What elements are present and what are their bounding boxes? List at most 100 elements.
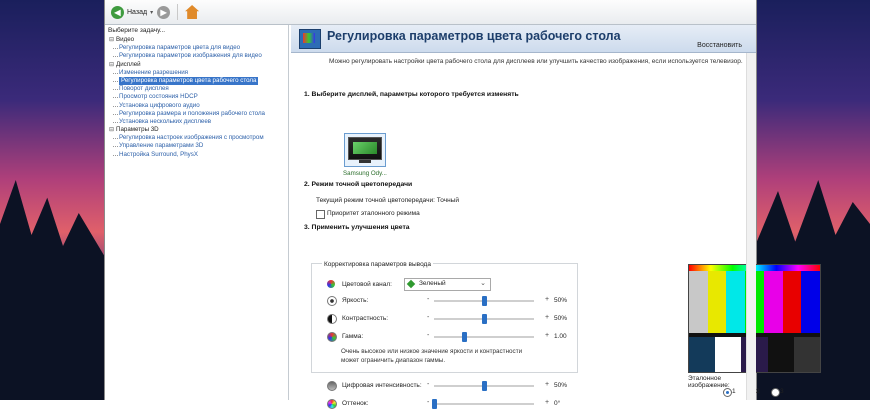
tree-item-label: Изменение разрешения — [119, 68, 189, 76]
increase-button[interactable]: + — [545, 296, 550, 303]
page-header: Регулировка параметров цвета рабочего ст… — [291, 25, 756, 53]
tree-item-label: Регулировка параметров цвета для видео — [119, 44, 241, 52]
reference-radio-1[interactable] — [723, 388, 732, 397]
vibrance-label: Цифровая интенсивность: — [342, 382, 422, 389]
monitor-icon[interactable] — [344, 133, 386, 167]
decrease-button[interactable]: - — [427, 332, 430, 339]
gamma-range-note: Очень высокое или низкое значение яркост… — [341, 348, 523, 364]
tree-item[interactable]: Просмотр состояния HDCP — [109, 93, 288, 101]
hue-label: Оттенок: — [342, 400, 369, 407]
contrast-label: Контрастность: — [342, 315, 389, 322]
chevron-down-icon: ⌄ — [480, 280, 486, 287]
contrast-value: 50% — [554, 315, 568, 322]
tree-item-label: Настройка Surround, PhysX — [119, 150, 198, 158]
color-channel-value: Зеленый — [419, 280, 446, 287]
tree-item-label: Регулировка настроек изображения с просм… — [119, 134, 264, 142]
back-arrow-icon: ◀ — [111, 5, 124, 19]
contrast-slider-thumb[interactable] — [482, 314, 487, 324]
display-color-icon — [299, 29, 321, 49]
home-icon[interactable] — [185, 5, 200, 19]
hue-slider-track[interactable] — [434, 403, 534, 405]
tree-item[interactable]: Настройка Surround, PhysX — [109, 151, 288, 159]
gamma-icon — [327, 332, 337, 342]
hue-slider-thumb[interactable] — [432, 399, 437, 409]
tree-item[interactable]: Поворот дисплея — [109, 85, 288, 93]
tree-item[interactable]: Изменение разрешения — [109, 69, 288, 77]
main-panel: Регулировка параметров цвета рабочего ст… — [291, 25, 821, 409]
current-mode-text: Текущий режим точной цветопередачи: Точн… — [316, 197, 459, 204]
tree-category[interactable]: Параметры 3D — [109, 126, 288, 134]
tree-item[interactable]: Регулировка параметров цвета для видео — [109, 44, 288, 52]
tree-item[interactable]: Регулировка параметров цвета рабочего ст… — [109, 76, 288, 86]
brightness-slider-thumb[interactable] — [482, 296, 487, 306]
tree-item-label: Просмотр состояния HDCP — [119, 93, 198, 101]
toolbar: ◀ Назад ▾ ▶ — [105, 0, 756, 25]
vibrance-slider-thumb[interactable] — [482, 381, 487, 391]
reference-option-2: 2 — [756, 388, 760, 395]
decrease-button[interactable]: - — [427, 399, 430, 406]
tree-category[interactable]: Дисплей — [109, 61, 288, 69]
decrease-button[interactable]: - — [427, 314, 430, 321]
tree-item[interactable]: Установка цифрового аудио — [109, 102, 288, 110]
tree-item-label: Дисплей — [116, 60, 141, 68]
tree-item-label: Управление параметрами 3D — [119, 142, 204, 150]
reference-option-3: 3 — [780, 388, 784, 395]
increase-button[interactable]: + — [545, 399, 550, 406]
decrease-button[interactable]: - — [427, 381, 430, 388]
page-title: Регулировка параметров цвета рабочего ст… — [327, 29, 621, 43]
increase-button[interactable]: + — [545, 381, 550, 388]
back-label: Назад — [127, 8, 148, 16]
gamma-value: 1.00 — [554, 333, 567, 340]
back-button[interactable]: ◀ Назад ▾ — [111, 5, 154, 19]
brightness-value: 50% — [554, 297, 568, 304]
tree-category[interactable]: Видео — [109, 36, 288, 44]
gamma-slider-track[interactable] — [434, 336, 534, 338]
gamma-slider-thumb[interactable] — [462, 332, 467, 342]
tree-item[interactable]: Регулировка настроек изображения с просм… — [109, 134, 288, 142]
page-description: Можно регулировать настройки цвета рабоч… — [329, 58, 743, 65]
reference-image-label: Эталонное изображение: — [688, 375, 730, 389]
sidebar-title: Выберите задачу... — [108, 27, 166, 34]
increase-button[interactable]: + — [545, 314, 550, 321]
gamma-label: Гамма: — [342, 333, 364, 340]
tree-item-label: Установка цифрового аудио — [119, 101, 200, 109]
hue-icon — [327, 399, 337, 409]
monitor-label[interactable]: Samsung Ody... — [343, 170, 387, 177]
priority-label: Приоритет эталонного режима — [327, 210, 420, 217]
priority-checkbox[interactable] — [316, 210, 325, 219]
color-channel-icon — [327, 280, 335, 288]
color-channel-label: Цветовой канал: — [342, 281, 392, 288]
vertical-scrollbar[interactable] — [746, 53, 756, 400]
wallpaper-trees-left — [0, 180, 105, 400]
tree-item[interactable]: Регулировка размера и положения рабочего… — [109, 110, 288, 118]
hue-value: 0° — [554, 400, 561, 407]
reference-radio-3[interactable] — [771, 388, 780, 397]
tree-item-label: Поворот дисплея — [119, 85, 169, 93]
forward-button[interactable]: ▶ — [157, 5, 171, 19]
section-color-enhancements: 3. Применить улучшения цвета — [304, 224, 410, 231]
tree-item[interactable]: Регулировка параметров изображения для в… — [109, 52, 288, 60]
tree-item-label: Регулировка параметров изображения для в… — [119, 52, 262, 60]
contrast-icon — [327, 314, 337, 324]
vibrance-value: 50% — [554, 382, 568, 389]
color-channel-select[interactable]: Зеленый ⌄ — [404, 278, 491, 291]
chevron-down-icon[interactable]: ▾ — [150, 9, 154, 16]
tree-item-label: Установка нескольких дисплеев — [119, 117, 212, 125]
decrease-button[interactable]: - — [427, 296, 430, 303]
increase-button[interactable]: + — [545, 332, 550, 339]
section-select-display: 1. Выберите дисплей, параметры которого … — [304, 91, 519, 98]
brightness-icon — [327, 296, 337, 306]
restore-defaults-link[interactable]: Восстановить — [697, 42, 742, 49]
brightness-label: Яркость: — [342, 297, 369, 304]
tree-item-label: Параметры 3D — [116, 126, 159, 134]
reference-option-1: 1 — [732, 388, 736, 395]
nvidia-control-panel-window: ◀ Назад ▾ ▶ Выберите задачу... ВидеоРегу… — [104, 0, 821, 409]
output-adjustments-group — [311, 263, 578, 373]
tree-item[interactable]: Установка нескольких дисплеев — [109, 118, 288, 126]
tree-item[interactable]: Управление параметрами 3D — [109, 142, 288, 150]
toolbar-divider — [177, 4, 179, 20]
tree-item-label: Регулировка параметров цвета рабочего ст… — [119, 76, 259, 86]
vibrance-icon — [327, 381, 337, 391]
